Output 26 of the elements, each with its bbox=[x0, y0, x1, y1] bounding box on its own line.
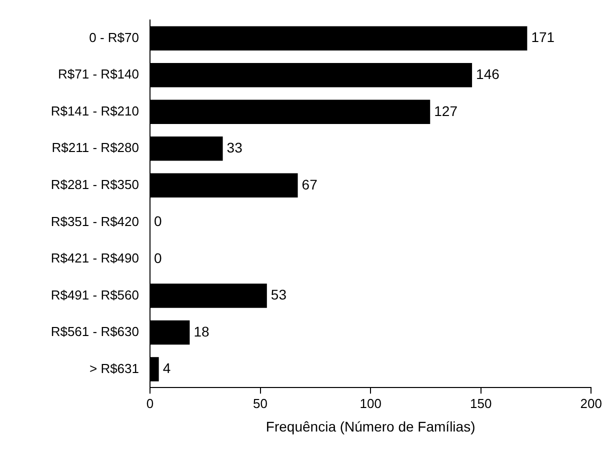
data-label: 53 bbox=[270, 286, 287, 303]
data-label: 4 bbox=[162, 360, 171, 376]
y-tick-label: R$281 - R$350 bbox=[50, 177, 139, 192]
x-tick-label: 150 bbox=[470, 396, 492, 411]
x-tick-label: 200 bbox=[580, 396, 602, 411]
data-label: 67 bbox=[302, 176, 318, 192]
y-tick-label: R$351 - R$420 bbox=[50, 214, 139, 229]
x-tick-label: 50 bbox=[253, 396, 268, 411]
data-label: 146 bbox=[476, 66, 500, 82]
y-tick-label: R$71 - R$140 bbox=[58, 66, 139, 82]
data-label: 33 bbox=[226, 140, 243, 156]
data-label: 127 bbox=[434, 102, 458, 119]
data-label: 18 bbox=[194, 323, 210, 340]
y-tick-label: R$421 - R$490 bbox=[50, 250, 139, 266]
data-label: 0 bbox=[154, 213, 162, 230]
y-tick-label: R$211 - R$280 bbox=[52, 140, 139, 156]
x-tick-label: 0 bbox=[146, 396, 154, 411]
y-tick-label: R$491 - R$560 bbox=[50, 287, 139, 302]
data-label: 171 bbox=[531, 29, 555, 46]
x-tick-label: 100 bbox=[360, 396, 382, 411]
data-label: 0 bbox=[154, 250, 162, 266]
y-tick-label: R$141 - R$210 bbox=[50, 103, 139, 118]
y-tick-label: > R$631 bbox=[89, 360, 139, 376]
y-tick-label: R$561 - R$630 bbox=[50, 324, 139, 340]
x-axis-title: Frequência (Número de Famílias) bbox=[266, 418, 476, 434]
y-tick-label: 0 - R$70 bbox=[89, 30, 139, 45]
